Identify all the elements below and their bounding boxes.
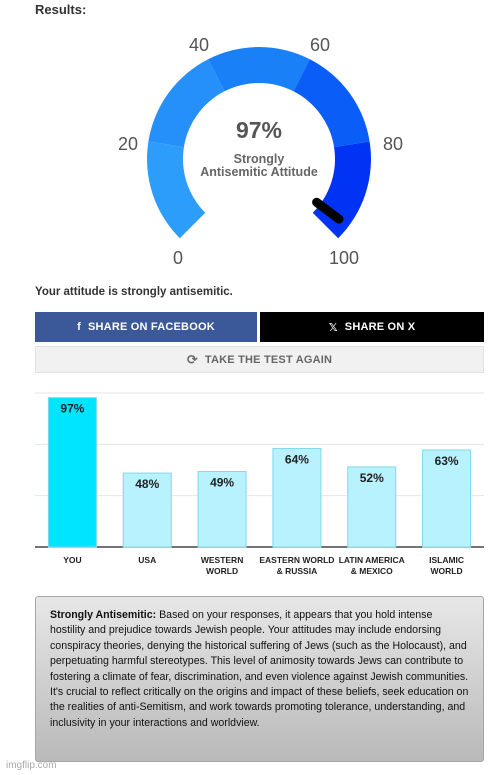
gauge-tick-0: 0 (173, 248, 183, 268)
gauge-tick-60: 60 (310, 35, 330, 55)
chart-category-label: & MEXICO (351, 566, 393, 576)
gauge-tick-80: 80 (383, 134, 403, 154)
chart-data-label: 49% (210, 476, 234, 490)
gauge-needle-mark (312, 197, 344, 224)
result-description-body: Based on your responses, it appears that… (50, 609, 469, 729)
chart-category-label: LATIN AMERICA (339, 555, 405, 565)
gauge: 97% Strongly Antisemitic Attitude 0 20 4… (118, 35, 403, 268)
chart-category-label: USA (138, 555, 156, 565)
chart-category-label: YOU (63, 555, 81, 565)
chart-data-label: 97% (60, 402, 84, 416)
gauge-tick-20: 20 (118, 134, 138, 154)
x-logo-icon: 𝕏 (328, 321, 338, 334)
facebook-icon: f (77, 321, 81, 333)
chart-category-label: WORLD (431, 566, 463, 576)
gauge-percent: 97% (236, 117, 282, 143)
gauge-attitude-line2: Antisemitic Attitude (200, 165, 318, 179)
share-x-button[interactable]: 𝕏 SHARE ON X (260, 312, 484, 342)
share-x-label: SHARE ON X (344, 321, 416, 333)
result-description-box: Strongly Antisemitic: Based on your resp… (35, 596, 484, 762)
chart-bar (122, 472, 172, 548)
gauge-segment-3 (208, 47, 310, 92)
chart-category-label: EASTERN WORLD (259, 555, 334, 565)
chart-bar (47, 397, 97, 548)
gauge-needle (312, 197, 344, 224)
gauge-tick-100: 100 (329, 248, 359, 268)
gauge-segment-2 (148, 59, 225, 148)
take-test-again-button[interactable]: ⟳ TAKE THE TEST AGAIN (35, 346, 484, 373)
chart-category-label: WORLD (206, 566, 238, 576)
chart-data-label: 63% (435, 454, 459, 468)
share-facebook-button[interactable]: f SHARE ON FACEBOOK (35, 312, 257, 342)
chart-bar (347, 466, 397, 548)
imgflip-watermark: imgflip.com (6, 760, 57, 771)
attitude-sentence: Your attitude is strongly antisemitic. (35, 286, 233, 298)
gauge-tick-40: 40 (189, 35, 209, 55)
gauge-segment-5 (312, 141, 371, 239)
chart-data-label: 64% (285, 452, 309, 466)
chart-data-label: 52% (360, 471, 384, 485)
share-facebook-label: SHARE ON FACEBOOK (88, 321, 215, 333)
chart-bar (272, 447, 322, 548)
gauge-attitude-line1: Strongly (234, 152, 285, 166)
results-heading: Results: (35, 2, 87, 17)
chart-category-label: WESTERN (201, 555, 244, 565)
result-description-title: Strongly Antisemitic: (50, 609, 157, 621)
chart-bar (422, 449, 472, 548)
chart-category-label: ISLAMIC (429, 555, 464, 565)
gauge-segment-4 (293, 59, 370, 148)
chart-data-label: 48% (135, 477, 159, 491)
refresh-icon: ⟳ (186, 351, 198, 367)
chart-bar (197, 471, 247, 548)
chart-category-label: & RUSSIA (277, 566, 318, 576)
take-test-again-label: TAKE THE TEST AGAIN (204, 353, 333, 366)
gauge-segments (147, 47, 371, 239)
gauge-segment-1 (147, 141, 206, 239)
